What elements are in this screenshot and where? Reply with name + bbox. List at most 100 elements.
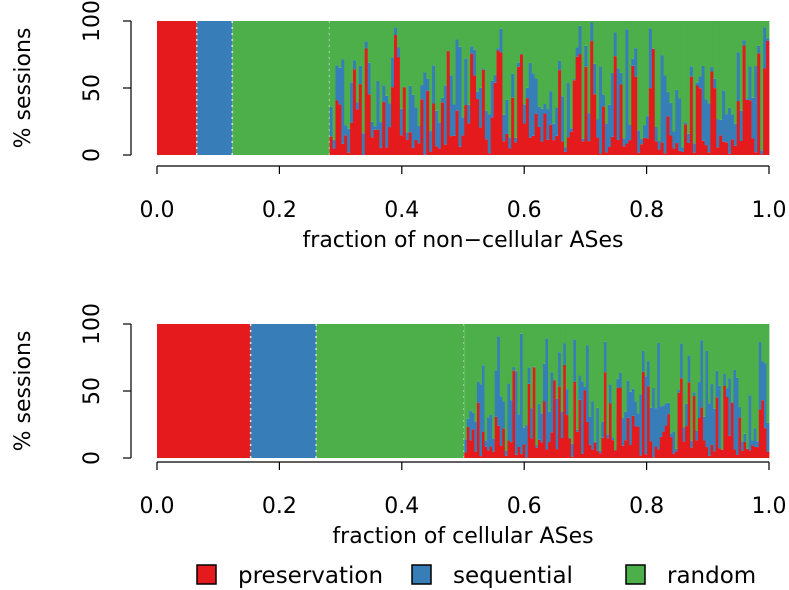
bar-sequential (461, 117, 465, 136)
bar-preservation (341, 143, 345, 155)
bar-sequential (723, 374, 727, 386)
bar-segment-random (232, 21, 330, 155)
bar-preservation (373, 129, 377, 155)
bar-preservation (353, 69, 357, 155)
bar-preservation (602, 106, 606, 155)
bar-sequential (681, 147, 685, 152)
bar-preservation (644, 454, 648, 458)
bar-random (548, 324, 551, 412)
bar-random (553, 324, 557, 381)
bar-preservation (437, 148, 442, 155)
bar-random (358, 21, 363, 66)
bar-preservation (481, 69, 486, 155)
bar-sequential (625, 29, 629, 144)
bar-random (733, 21, 738, 124)
bar-sequential (478, 87, 483, 128)
bar-preservation (634, 426, 638, 458)
bar-preservation (505, 133, 509, 155)
bar-preservation (534, 113, 538, 155)
bar-sequential (476, 381, 480, 403)
bar-random (629, 324, 633, 392)
bar-sequential (707, 103, 711, 153)
bar-sequential (548, 411, 551, 443)
bar-random (622, 21, 626, 139)
bar-random (602, 21, 606, 95)
bar-sequential (677, 390, 681, 393)
bar-random (616, 324, 620, 379)
bar-preservation (708, 455, 711, 458)
bar-sequential (692, 143, 697, 153)
bar-preservation (669, 437, 673, 458)
bar-preservation (578, 54, 582, 155)
bar-sequential (499, 28, 503, 53)
bar-random (662, 324, 666, 406)
bar-preservation (394, 34, 398, 155)
bar-preservation (461, 135, 465, 155)
bar-preservation (728, 435, 732, 458)
bar-random (619, 21, 623, 73)
bar-preservation (666, 116, 670, 155)
bar-preservation (484, 446, 488, 458)
bar-random (563, 324, 567, 344)
bar-sequential (675, 89, 679, 144)
bar-preservation (702, 440, 706, 458)
bar-random (394, 21, 398, 28)
bar-sequential (680, 343, 684, 379)
bar-preservation (663, 153, 667, 155)
bar-preservation (616, 387, 620, 458)
bar-preservation (631, 415, 635, 458)
bar-sequential (657, 141, 662, 150)
bar-sequential (672, 131, 676, 149)
bar-random (446, 21, 451, 52)
bar-sequential (631, 388, 635, 416)
bar-sequential (710, 67, 714, 72)
bar-random (698, 21, 703, 77)
bar-preservation (687, 382, 691, 458)
bar-random (482, 324, 485, 366)
bar-random (758, 324, 762, 343)
legend-swatch-random (625, 564, 646, 585)
bar-random (540, 324, 544, 414)
bar-random (464, 324, 468, 440)
bar-random (388, 21, 392, 104)
bar-random (626, 324, 630, 381)
bar-preservation (598, 453, 602, 458)
bar-random (329, 21, 333, 107)
bar-random (753, 324, 757, 429)
bar-preservation (569, 131, 574, 155)
bar-random (429, 21, 433, 132)
bar-random (708, 324, 711, 404)
bar-random (338, 21, 342, 68)
bar-random (760, 21, 764, 151)
bar-random (684, 21, 688, 123)
bar-sequential (624, 411, 628, 441)
bar-random (621, 324, 625, 419)
bar-preservation (542, 401, 546, 458)
bar-random (686, 21, 691, 134)
bar-preservation (689, 76, 694, 155)
bar-sequential (636, 413, 640, 427)
bar-preservation (672, 148, 676, 155)
bar-random (634, 21, 638, 49)
bar-random (545, 324, 549, 339)
bar-sequential (466, 418, 470, 428)
bar-random (534, 21, 538, 79)
bar-random (727, 21, 732, 108)
bar-sequential (701, 65, 705, 141)
bar-random (543, 21, 547, 104)
bar-sequential (350, 82, 354, 123)
bar-sequential (697, 382, 701, 419)
bar-preservation (675, 451, 678, 458)
bar-random (489, 324, 493, 415)
bar-preservation (606, 438, 610, 458)
bar-sequential (502, 114, 506, 142)
bar-sequential (479, 384, 483, 457)
bar-sequential (631, 58, 635, 66)
bar-preservation (753, 446, 757, 458)
bar-sequential (426, 78, 430, 91)
bottom-y-axis-label: % sessions (11, 331, 36, 452)
bar-sequential (487, 417, 491, 451)
bar-preservation (590, 41, 594, 155)
bar-random (735, 324, 739, 378)
bar-random (667, 324, 671, 403)
